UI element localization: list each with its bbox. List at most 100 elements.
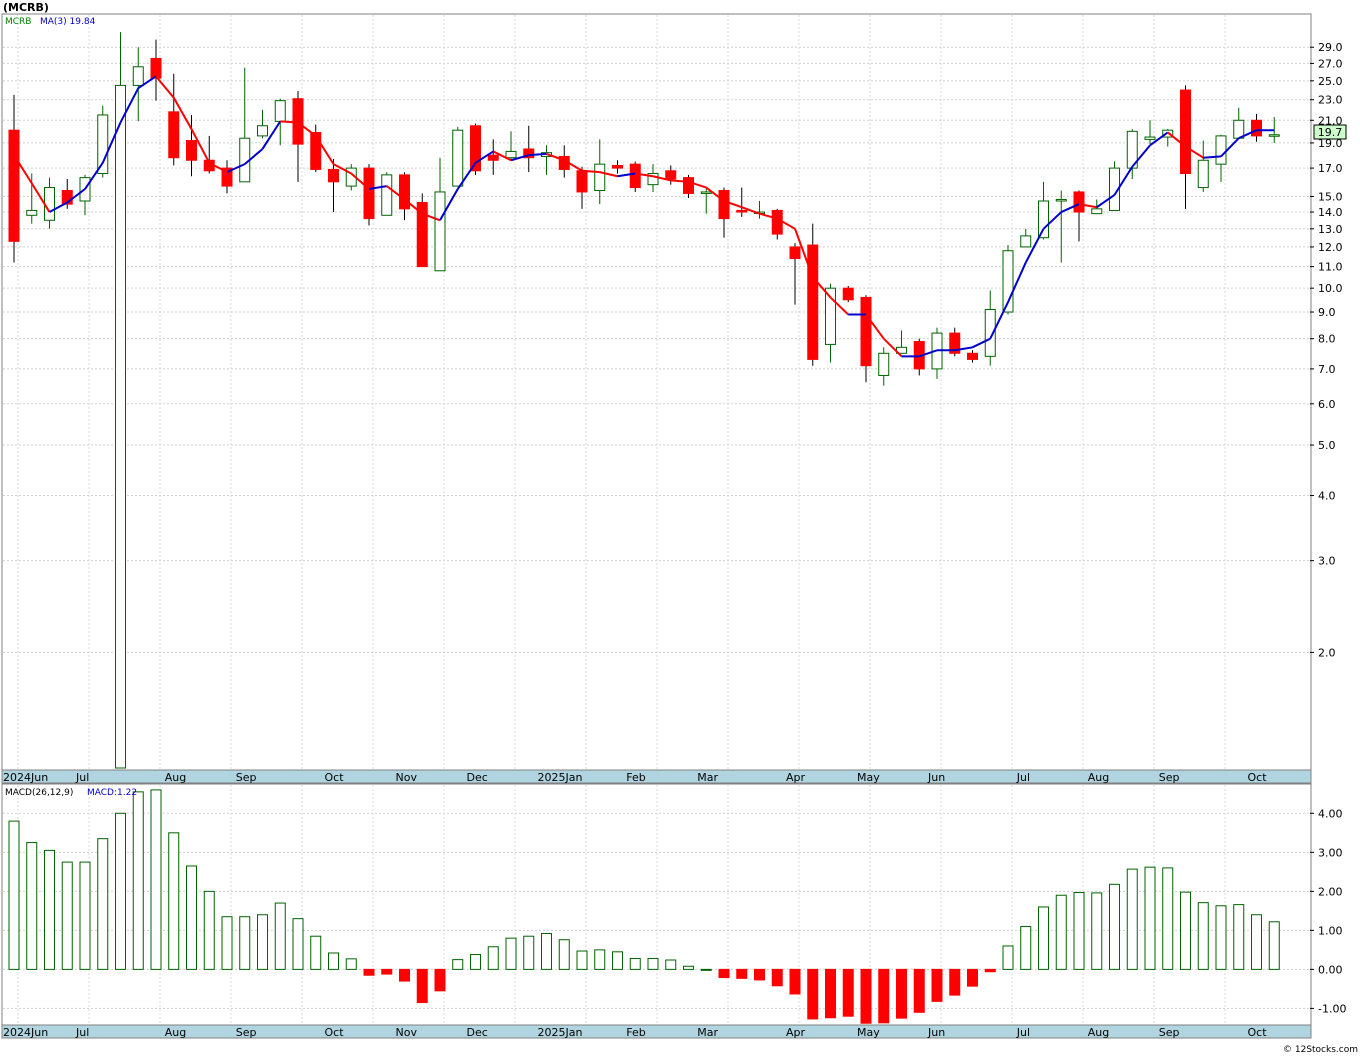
ma-segment xyxy=(492,150,512,162)
candle-body xyxy=(860,296,872,367)
ma-segment xyxy=(280,120,299,124)
ma-segment xyxy=(794,228,814,278)
ma-segment xyxy=(1024,228,1045,264)
candle-up xyxy=(381,172,393,216)
macd-bar-positive xyxy=(8,820,20,970)
candle-body xyxy=(647,172,659,186)
month-label: Aug xyxy=(1088,771,1109,784)
ma-segment xyxy=(226,163,246,174)
ma-segment xyxy=(705,186,725,202)
macd-bar-positive xyxy=(168,832,180,970)
macd-bar-positive xyxy=(505,937,517,970)
candle-up xyxy=(132,47,144,122)
candle-body xyxy=(736,209,748,213)
ma-segment xyxy=(510,154,530,162)
candle-body xyxy=(1073,191,1085,213)
candle-down xyxy=(150,39,162,101)
month-label: Dec xyxy=(467,771,488,784)
macd-tick-label: -1.00 xyxy=(1318,1002,1346,1015)
macd-bar-negative xyxy=(807,968,819,1020)
macd-bar-positive xyxy=(1162,867,1174,970)
macd-bar-positive xyxy=(487,946,499,970)
macd-bar-negative xyxy=(736,968,748,979)
macd-bar-positive xyxy=(1038,906,1049,970)
month-label: Oct xyxy=(325,1026,345,1039)
price-date-axis-band xyxy=(1,769,1312,784)
candle-down xyxy=(612,160,623,174)
ma-segment xyxy=(350,172,370,190)
ma-segment xyxy=(581,169,600,174)
candle-body xyxy=(665,170,677,180)
candle-down xyxy=(1251,113,1262,142)
month-label: May xyxy=(857,771,880,784)
ma-segment xyxy=(474,150,494,164)
candle-body xyxy=(825,287,836,345)
macd-bar-positive xyxy=(576,950,588,970)
candle-body xyxy=(399,174,410,210)
macd-bar-positive xyxy=(452,959,464,970)
price-tick-label: 3.0 xyxy=(1318,555,1336,568)
ma-segment xyxy=(829,296,849,316)
month-label: Sep xyxy=(1159,771,1180,784)
candle-body xyxy=(576,170,588,193)
macd-bar-positive xyxy=(345,958,357,970)
macd-bar-positive xyxy=(310,935,322,970)
ma-segment xyxy=(155,75,175,99)
macd-bar-negative xyxy=(825,968,836,1019)
macd-histogram xyxy=(8,789,1280,1024)
candle-body xyxy=(452,129,464,187)
macd-bar-positive xyxy=(239,916,251,970)
month-label: Jul xyxy=(1016,1026,1030,1039)
macd-bar-positive xyxy=(132,791,144,970)
candle-down xyxy=(683,174,694,198)
macd-axis: 4.00 3.00 2.00 1.00 0.00 -1.00 xyxy=(1310,807,1346,1015)
price-tick-label: 21.0 xyxy=(1318,114,1343,127)
ma-segment xyxy=(1149,131,1169,147)
macd-bar-positive xyxy=(1091,892,1103,970)
candle-body xyxy=(115,84,126,769)
ma-segment xyxy=(30,182,51,213)
price-tick-label: 4.0 xyxy=(1318,490,1336,503)
candle-up xyxy=(984,290,996,366)
candle-body xyxy=(363,167,375,220)
macd-bar-positive xyxy=(221,916,233,970)
candle-up xyxy=(505,131,517,161)
month-label: Aug xyxy=(165,1026,186,1039)
macd-bar-positive xyxy=(1020,925,1032,970)
candle-body xyxy=(629,163,641,189)
ma-segment xyxy=(989,301,1009,340)
price-tick-label: 8.0 xyxy=(1318,333,1336,346)
price-tick-label: 29.0 xyxy=(1318,41,1343,54)
macd-bar-positive xyxy=(647,957,659,970)
candle-body xyxy=(132,66,144,86)
month-label: 2024Jun xyxy=(3,771,48,784)
macd-bar-positive xyxy=(1233,904,1245,970)
month-label: Jul xyxy=(75,771,89,784)
candle-up xyxy=(452,126,464,187)
candle-body xyxy=(257,125,268,137)
price-tick-label: 23.0 xyxy=(1318,94,1343,107)
macd-bar-negative xyxy=(984,968,996,973)
candle-up xyxy=(1144,120,1156,145)
month-label: Mar xyxy=(697,1026,718,1039)
macd-bar-positive xyxy=(328,952,339,970)
ma-segment xyxy=(1238,129,1257,140)
candle-body xyxy=(878,352,890,376)
macd-bar-negative xyxy=(789,968,801,995)
ma-segment xyxy=(811,276,832,299)
candle-up xyxy=(647,164,659,192)
candle-body xyxy=(1109,167,1120,211)
candle-body xyxy=(434,191,446,272)
candle-down xyxy=(1073,190,1085,242)
candle-body xyxy=(984,309,996,357)
price-tick-label: 5.0 xyxy=(1318,439,1336,452)
ma-segment xyxy=(670,179,689,183)
ma-segment xyxy=(1096,194,1116,209)
month-label: Oct xyxy=(325,771,345,784)
ma-segment xyxy=(386,185,406,201)
candle-body xyxy=(949,332,961,354)
macd-bar-positive xyxy=(79,861,91,970)
ma-segment xyxy=(776,217,796,230)
last-price-label: 19.7 xyxy=(1318,126,1343,139)
